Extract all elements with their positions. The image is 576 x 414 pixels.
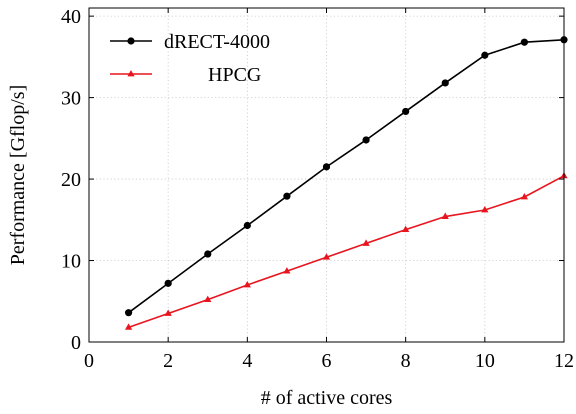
data-point	[481, 206, 489, 213]
data-point	[362, 136, 370, 144]
series-drect-4000	[124, 36, 568, 317]
y-tick-label: 40	[61, 6, 81, 28]
data-point	[124, 309, 133, 317]
x-tick-label: 0	[84, 350, 94, 372]
data-point	[283, 192, 291, 200]
series-hpcg	[124, 171, 568, 330]
data-point	[322, 253, 331, 260]
series-line	[128, 38, 565, 314]
plot-frame	[88, 7, 565, 343]
y-axis-label: Performance [Gflop/s]	[7, 85, 29, 266]
data-point	[402, 225, 410, 232]
series-layer	[124, 36, 568, 330]
y-tick-label: 30	[61, 88, 81, 110]
data-point	[362, 239, 370, 246]
x-tick-label: 6	[322, 350, 332, 372]
legend: dRECT-4000 HPCG	[110, 31, 270, 86]
x-tick-label: 2	[163, 350, 173, 372]
grid	[89, 8, 564, 342]
data-point	[441, 212, 449, 219]
data-point	[520, 38, 529, 46]
y-tick-label: 20	[61, 169, 81, 191]
y-tick-label: 0	[71, 332, 81, 354]
data-point	[164, 309, 172, 316]
x-tick-label: 4	[242, 350, 252, 372]
data-point	[124, 323, 133, 330]
data-point	[204, 295, 212, 303]
data-point	[283, 267, 291, 274]
data-point	[164, 279, 172, 287]
legend-label-drect: dRECT-4000	[164, 31, 270, 53]
ticks: 0 2 4 6 8 10 12 0 10 20 30 40	[61, 6, 574, 372]
data-point	[402, 107, 410, 116]
legend-label-hpcg: HPCG	[208, 64, 261, 86]
data-point	[441, 79, 449, 87]
legend-marker-triangle	[127, 70, 135, 77]
x-tick-label: 10	[475, 350, 495, 372]
data-point	[520, 192, 529, 200]
legend-entry-drect: dRECT-4000	[110, 31, 270, 53]
data-point	[204, 250, 212, 258]
legend-entry-hpcg: HPCG	[110, 64, 261, 86]
legend-marker-circle	[127, 37, 135, 45]
y-tick-label: 10	[61, 251, 81, 273]
x-axis-label: # of active cores	[261, 387, 393, 409]
x-tick-label: 12	[554, 350, 574, 372]
data-point	[481, 51, 489, 59]
data-point	[322, 163, 331, 171]
data-point	[243, 280, 251, 288]
series-line	[128, 175, 565, 329]
data-point	[243, 221, 251, 230]
x-tick-label: 8	[401, 350, 411, 372]
